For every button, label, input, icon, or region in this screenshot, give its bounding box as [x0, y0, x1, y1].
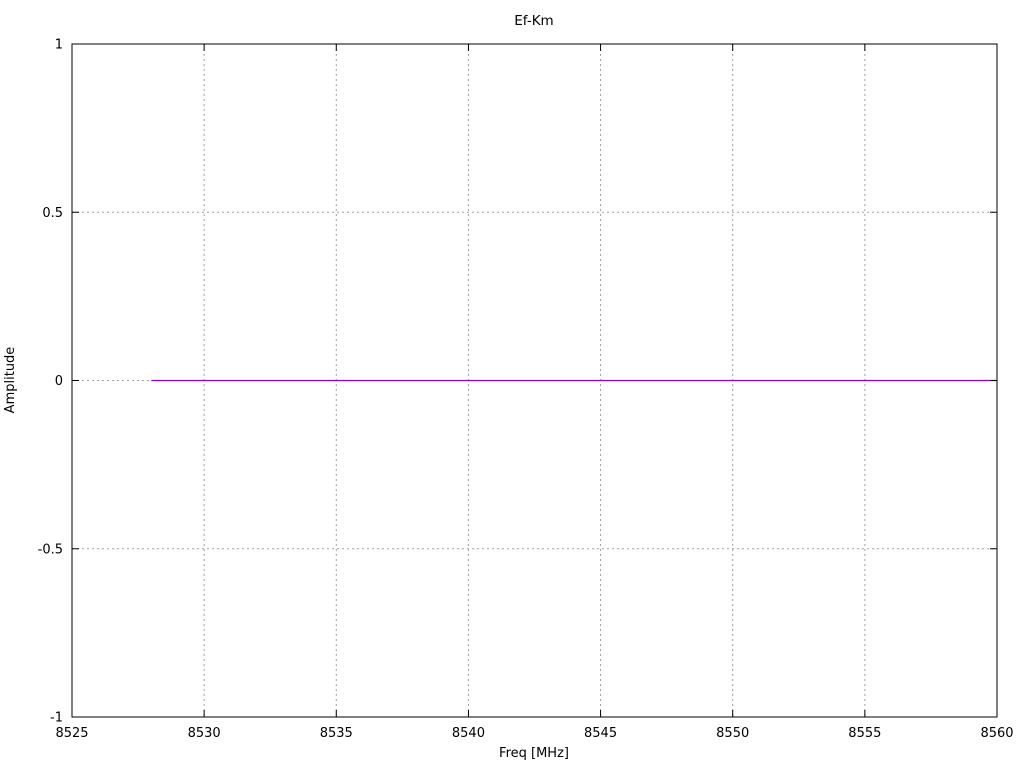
y-tick-label: -0.5 [38, 542, 63, 557]
y-tick-label: -1 [50, 711, 63, 726]
x-tick-label: 8550 [716, 726, 749, 741]
x-tick-label: 8545 [584, 726, 617, 741]
y-tick-label: 0 [55, 374, 63, 389]
x-axis-label: Freq [MHz] [499, 746, 569, 761]
x-tick-label: 8560 [980, 726, 1013, 741]
plot-border [71, 43, 998, 718]
tick-labels: 8525 8530 8535 8540 8545 8550 8555 8560 -1 -0.5 0 0… [38, 38, 1014, 742]
y-tick-label: 0.5 [42, 206, 63, 221]
x-tick-label: 8525 [55, 726, 88, 741]
chart-title: Ef-Km [514, 13, 553, 29]
x-tick-label: 8535 [320, 726, 353, 741]
x-tick-label: 8540 [452, 726, 485, 741]
x-tick-label: 8555 [848, 726, 881, 741]
y-tick-label: 1 [55, 38, 63, 53]
x-tick-label: 8530 [188, 726, 221, 741]
y-axis-label: Amplitude [3, 347, 18, 414]
